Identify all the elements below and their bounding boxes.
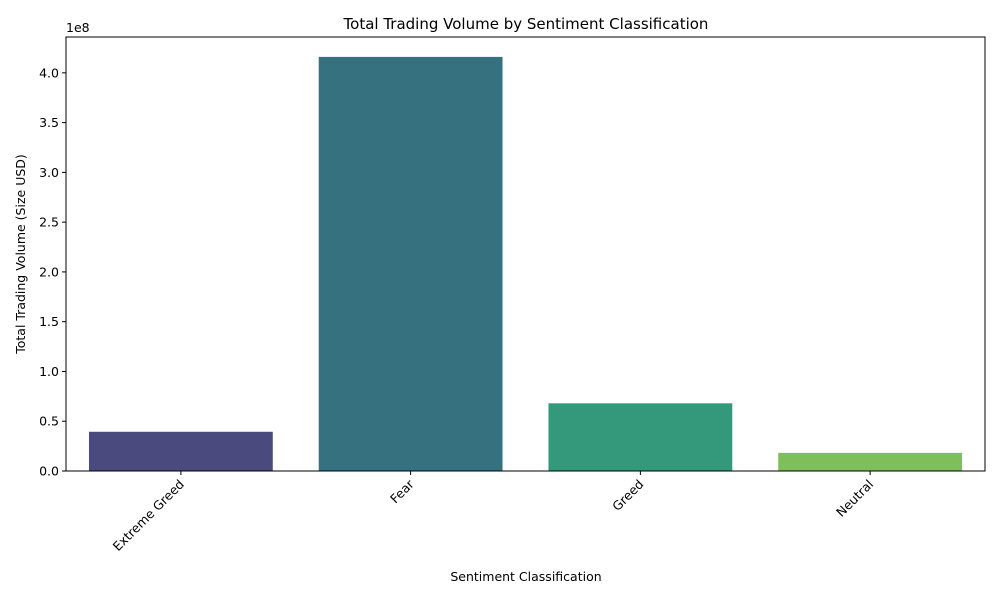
y-axis-ticks: 0.0 0.5 1.0 1.5 2.0 2.5 3.0 3.5 4.0	[39, 65, 66, 479]
y-offset-label: 1e8	[66, 20, 90, 35]
x-tick-label: Extreme Greed	[110, 477, 187, 554]
x-tick-label: Fear	[387, 476, 417, 506]
y-tick-label: 2.5	[39, 215, 59, 230]
y-tick-label: 0.0	[39, 464, 59, 479]
bar-fear	[318, 56, 503, 471]
y-tick-label: 1.0	[39, 364, 59, 379]
bar-extreme-greed	[88, 431, 273, 471]
bars-group	[88, 56, 963, 471]
bar-greed	[548, 403, 733, 471]
y-tick-label: 2.0	[39, 264, 59, 279]
y-axis-label: Total Trading Volume (Size USD)	[13, 154, 28, 355]
x-tick-label: Neutral	[833, 477, 876, 520]
y-tick-label: 0.5	[39, 414, 59, 429]
bar-neutral	[778, 452, 963, 471]
plot-frame	[65, 36, 986, 472]
x-axis-ticks: Extreme Greed Fear Greed Neutral	[110, 471, 876, 554]
x-axis-label: Sentiment Classification	[450, 569, 601, 584]
y-tick-label: 1.5	[39, 314, 59, 329]
y-tick-label: 4.0	[39, 65, 59, 80]
y-tick-label: 3.5	[39, 115, 59, 130]
x-tick-label: Greed	[609, 477, 646, 514]
chart-title: Total Trading Volume by Sentiment Classi…	[343, 15, 709, 33]
y-tick-label: 3.0	[39, 165, 59, 180]
